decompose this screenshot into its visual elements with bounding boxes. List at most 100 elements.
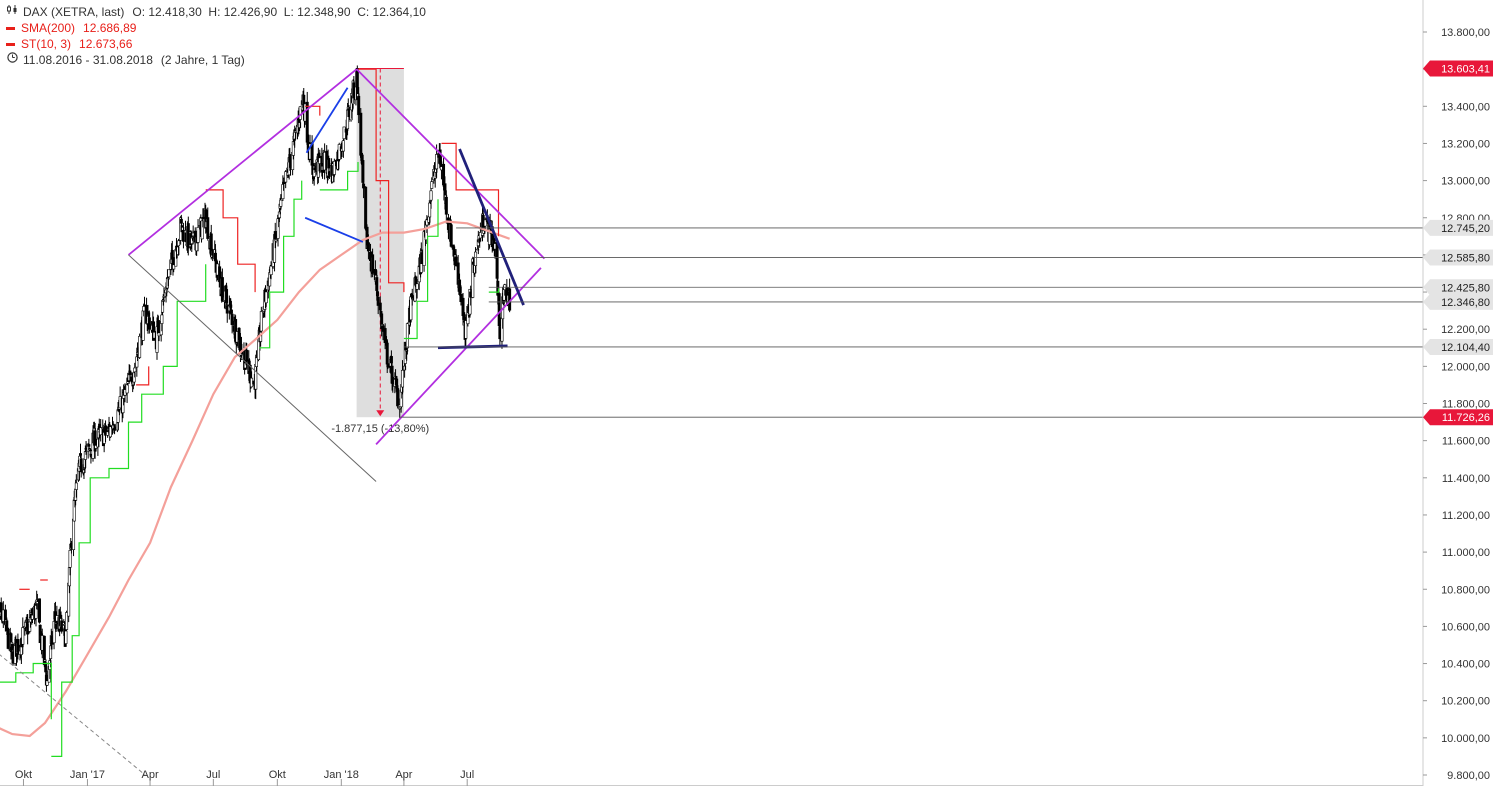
trendline-triangle[interactable] [375,267,542,445]
candle-body [201,217,205,220]
candle-body [345,129,349,131]
y-tick-label: 13.200,00 [1441,138,1490,150]
candle-body [206,217,210,239]
legend-range-row: 11.08.2016 - 31.08.2018 (2 Jahre, 1 Tag) [6,52,426,68]
legend-sma-row[interactable]: SMA(200) 12.686,89 [6,20,426,36]
y-tick-label: 9.800,00 [1447,770,1490,782]
candle [16,633,20,660]
instrument-title: DAX (XETRA, last) [23,5,125,19]
candle [284,170,288,189]
candle-body [342,126,346,139]
trendline-channel[interactable] [128,254,377,482]
candle-body [88,449,92,452]
candle-body [220,277,224,301]
supertrend-up-segment [488,288,500,293]
candle [190,236,194,241]
x-tick-label: Okt [15,769,32,781]
trendline-triangle[interactable] [127,68,358,256]
candle [220,268,224,302]
legend-st-row[interactable]: ST(10, 3) 12.673,66 [6,36,426,52]
y-tick-label: 13.000,00 [1441,176,1490,188]
candle-body [113,428,117,430]
x-tick-label: Apr [141,769,158,781]
st-swatch [6,42,15,46]
candle [483,217,487,228]
candle [133,362,137,378]
candle [64,629,68,646]
y-tick-label: 10.000,00 [1441,733,1490,745]
candle [21,617,25,654]
candle-body [245,349,249,362]
candle-body [0,602,3,613]
price-tag-bg [1423,60,1493,77]
candle-body [25,621,29,624]
candle-body [16,639,20,653]
candle [206,207,210,241]
candle-body [44,662,48,673]
candle [147,310,151,334]
candle [428,200,432,225]
trendlines[interactable] [0,68,1423,776]
candle [298,121,302,132]
price-tag-label: 13.603,41 [1441,64,1490,76]
trendline-blue[interactable] [304,216,364,243]
candle [167,269,171,280]
x-tick-label: Jan '18 [324,769,359,781]
candle-body [172,264,176,270]
st-value: 12.673,66 [79,37,133,51]
candle [0,597,3,614]
candle [196,219,200,252]
candle [357,87,361,124]
candle [79,443,83,459]
candle-body [327,158,331,169]
sma200-line [0,220,510,738]
candle-body [298,122,302,128]
candle-body [274,239,278,242]
supertrend-down-segment [441,142,500,237]
candle-body [428,202,432,218]
candlesticks [0,65,512,692]
measurement-label: -1.877,15 (-13,80%) [331,423,429,435]
candle-body [128,370,132,376]
candle [132,372,136,386]
trendline-channel-dashed[interactable] [0,645,146,776]
candle [454,249,458,267]
candle-body [229,309,233,314]
candle-body [468,288,472,315]
candle-body [147,317,151,330]
candle-body [190,236,194,239]
measurement-tool[interactable]: -1.877,15 (-13,80%) [331,68,429,436]
supertrend-up-segment [319,162,359,191]
candle-body [21,627,25,645]
x-tick-label: Jul [206,769,220,781]
trendline-blue[interactable] [305,87,349,154]
sma200-path [0,220,510,738]
supertrend-up-segment [51,264,207,757]
candle-body [229,304,233,308]
candle-body [179,219,183,224]
candle [108,424,112,439]
y-tick-label: 10.400,00 [1441,659,1490,671]
trendline-dark[interactable] [458,148,525,306]
candle-body [234,342,238,345]
candle [161,294,165,306]
x-tick-label: Jul [460,769,474,781]
candle [462,309,466,321]
candle-body [361,160,365,183]
candle-body [497,293,501,327]
candle-body [147,312,151,317]
trendline-triangle[interactable] [355,68,546,260]
candle-body [104,425,108,435]
candle [37,598,41,624]
x-tick-label: Jan '17 [70,769,105,781]
candle [142,296,146,307]
y-axis: 13.800,0013.600,0013.400,0013.200,0013.0… [1422,0,1490,786]
y-tick-label: 10.600,00 [1441,621,1490,633]
candle-body [401,369,405,388]
candle [68,544,72,576]
supertrend-up-segment [259,180,303,349]
sma-swatch [6,26,15,30]
candle [269,261,273,280]
candle-body [312,165,316,177]
